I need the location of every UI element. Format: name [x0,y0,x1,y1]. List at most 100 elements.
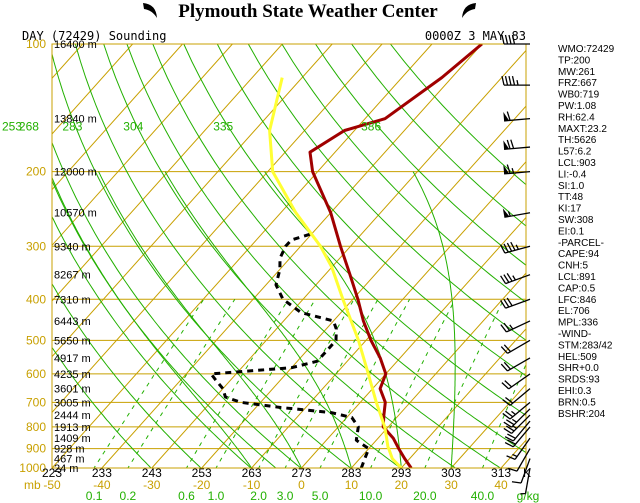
celsius-tick-label: -40 [93,478,111,492]
mixing-ratio-line [185,299,289,468]
wind-barb-half [512,275,516,281]
wind-barb-half [511,410,516,416]
kelvin-tick-label: 293 [391,466,411,480]
sounding-index-entry: CAPE:94 [558,249,600,260]
wind-barb-full [504,436,514,442]
sounding-index-entry: TP:200 [558,55,591,66]
dry-adiabat-line [52,179,277,468]
pressure-tick-label: 900 [26,442,46,456]
mixing-ratio-tick-label: 20.0 [413,489,437,503]
wind-barb [504,426,531,448]
celsius-tick-label: 20 [395,478,409,492]
height-label: 16400 m [54,39,97,51]
wind-barb-staff [504,170,531,175]
height-label: 9340 m [54,241,91,253]
isotherm-line [251,161,526,468]
kelvin-tick-label: 273 [291,466,311,480]
height-label: 3005 m [54,397,91,409]
isotherm-line [101,44,483,468]
plymouth-logo-left-icon [143,3,157,18]
wind-barb-flag [502,208,510,218]
wind-barb [502,401,531,420]
wind-barb-staff [507,339,531,354]
celsius-tick-label: 0 [298,478,305,492]
wind-barb [501,75,530,86]
wind-barb-half [511,425,517,430]
wind-barb-full [508,34,512,45]
kelvin-tick-label: 223 [42,466,62,480]
sounding-index-entry: LFC:846 [558,295,597,306]
wind-barb-full [503,361,511,370]
sounding-index-entry: STM:283/42 [558,340,613,351]
wind-barb-full [507,433,516,439]
height-label: 12000 m [54,167,97,179]
wind-barb-half [516,79,519,86]
sounding-index-entry: SI:1.0 [558,181,585,192]
mixing-ratio-line [215,299,316,468]
sounding-index-entry: WB0:719 [558,90,600,101]
wind-barb [503,408,531,428]
theta-label: 268 [19,120,39,134]
isotherm-line [52,44,134,135]
wind-barb [511,458,531,484]
wind-barb-full [506,139,511,149]
dry-adiabat-line [52,141,302,468]
wind-barb-half [512,453,518,458]
isotherm-line [151,49,526,468]
sounding-index-entry: HEL:509 [558,352,597,363]
isotherm-line [52,44,333,358]
celsius-tick-label: 10 [345,478,359,492]
wind-barb-full [503,421,512,428]
wind-barb-full [503,322,511,331]
moist-adiabat-line [52,176,252,468]
wind-barb-full [502,412,511,420]
height-label: 7310 m [54,294,91,306]
height-label: 928 m [54,444,85,456]
wind-barb-full [511,481,522,484]
dry-adiabat-line [281,44,526,304]
theta-label: 386 [361,120,381,134]
celsius-tick-label: -30 [143,478,161,492]
wind-barb-full [503,274,510,283]
sounding-index-entry: TH:5626 [558,135,597,146]
pressure-tick-label: 400 [26,292,46,306]
wind-barb-staff [507,357,531,372]
wind-barb [503,164,531,175]
mixing-ratio-tick-label: 3.0 [277,489,294,503]
wind-barb-staff [505,298,531,309]
isotherm-line [350,272,526,468]
pressure-tick-label: 700 [26,395,46,409]
wind-barb-flag [503,111,510,121]
height-label: 13840 m [54,114,97,126]
wind-barbs [500,34,531,495]
sounding-index-entry: BRN:0.5 [558,397,596,408]
wind-barb-full [500,346,508,354]
height-label: 467 m [54,454,85,466]
sounding-index-entry: EHI:0.3 [558,386,592,397]
logo-shape [462,3,476,18]
kelvin-unit-label: K [523,466,531,480]
wind-barb [501,34,530,45]
mixing-ratio-tick-label: 1.0 [208,489,225,503]
kelvin-tick-label: 233 [92,466,112,480]
isotherm-line [301,216,526,468]
sounding-index-entry: SHR+0.0 [558,363,599,374]
isotherm-line [52,44,233,247]
mixing-ratio-line [481,363,526,468]
dry-adiabat-line [126,44,502,468]
dry-adiabat-line [52,346,152,468]
mixing-ratio-unit-label: g/kg [517,489,540,503]
theta-label: 304 [123,120,143,134]
isotherm-line [450,383,526,468]
mixing-ratio-tick-label: 40.0 [471,489,495,503]
dry-adiabat-line [74,44,402,468]
dry-adiabat-line [247,44,526,341]
pressure-tick-label: 200 [26,165,46,179]
sounding-index-entry: PW:1.08 [558,101,597,112]
plot-frame [51,43,527,469]
pressure-tick-label: 500 [26,333,46,347]
wind-barb [501,373,531,390]
wind-barb-staff [509,401,531,420]
height-label: 1409 m [54,433,91,445]
isotherm-line [52,44,183,191]
